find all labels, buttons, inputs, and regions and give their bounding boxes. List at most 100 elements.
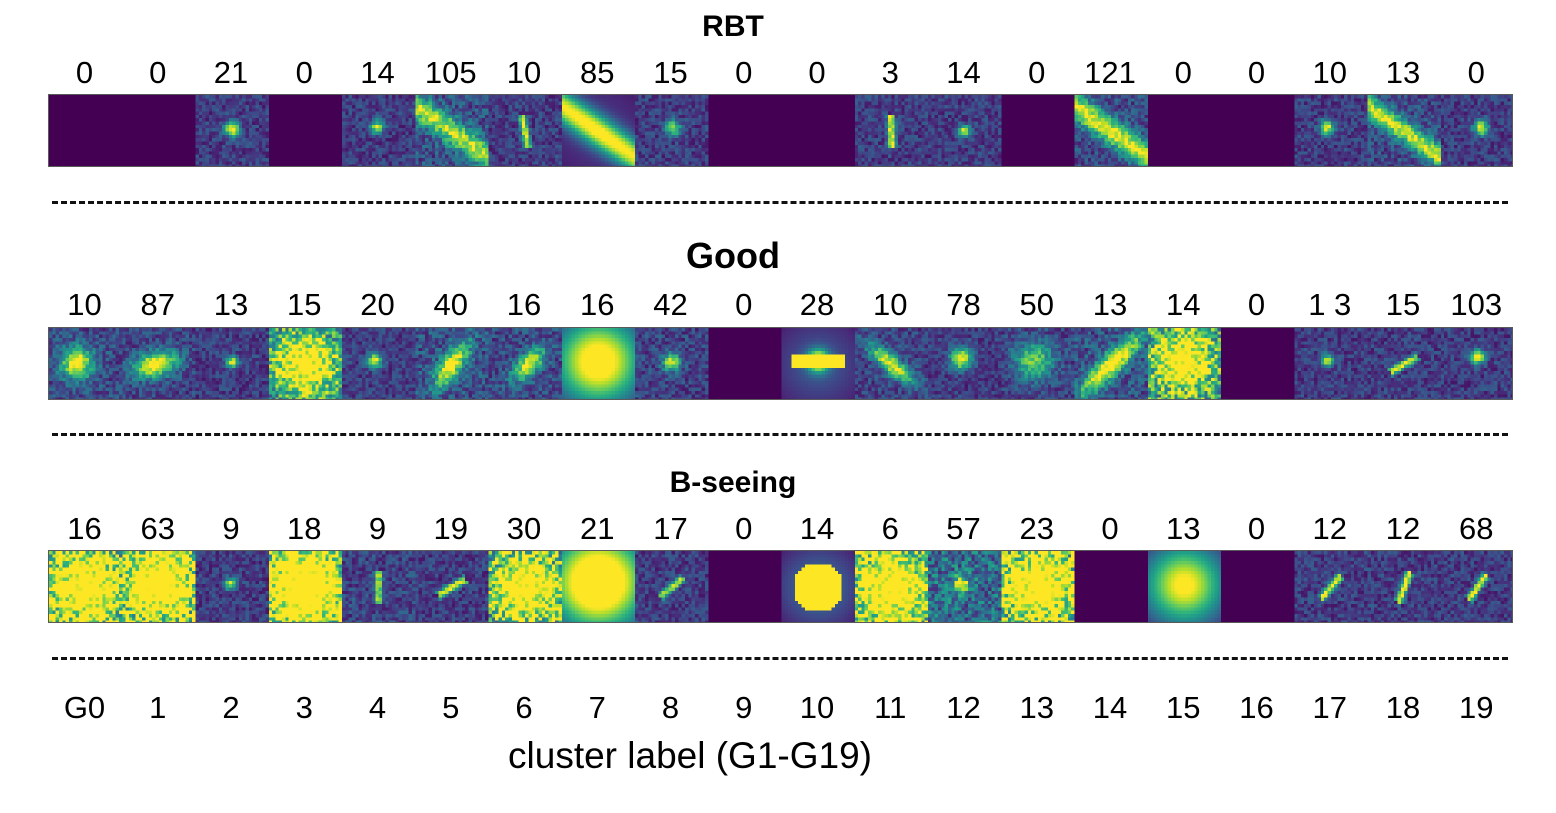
cluster-thumbnail (1001, 551, 1075, 622)
cluster-thumbnail (342, 95, 416, 166)
image-strip (48, 327, 1513, 400)
cluster-thumbnail (854, 551, 929, 622)
cluster-count: 9 (195, 509, 268, 549)
cluster-count: 3 (854, 53, 927, 93)
cluster-count: 15 (1367, 285, 1440, 325)
cluster-thumbnail (415, 551, 489, 622)
cluster-count: 121 (1074, 53, 1147, 93)
cluster-count: 23 (1000, 509, 1073, 549)
cluster-count: 78 (927, 285, 1000, 325)
cluster-label: 13 (1000, 688, 1073, 728)
cluster-thumbnail (1440, 95, 1512, 166)
cluster-count: 0 (1147, 53, 1220, 93)
thumbnail-background (1147, 95, 1222, 166)
cluster-label: 12 (927, 688, 1000, 728)
cluster-thumbnail (415, 95, 489, 166)
cluster-label: 10 (781, 688, 854, 728)
cluster-count: 0 (121, 53, 194, 93)
cluster-count: 19 (414, 509, 487, 549)
cluster-count: 0 (1440, 53, 1513, 93)
cluster-count: 1 3 (1293, 285, 1366, 325)
thumbnail-background (1074, 551, 1149, 622)
thumbnail-background (1001, 95, 1075, 166)
panel-title: B-seeing (0, 466, 1466, 500)
cluster-label: 17 (1293, 688, 1366, 728)
cluster-count: 0 (781, 53, 854, 93)
strip-canvas (49, 328, 1512, 399)
cluster-count: 9 (341, 509, 414, 549)
thumbnail-background (1221, 551, 1295, 622)
cluster-count: 103 (1440, 285, 1513, 325)
panel-title: RBT (0, 10, 1466, 44)
cluster-thumbnail (1294, 551, 1368, 622)
cluster-count: 0 (1220, 285, 1293, 325)
cluster-thumbnail (635, 551, 709, 622)
cluster-thumbnail (1221, 328, 1295, 399)
strip-canvas (49, 95, 1512, 166)
thumbnail-background (49, 95, 123, 166)
dashed-divider (52, 201, 1508, 204)
cluster-thumbnail (1074, 95, 1149, 166)
cluster-thumbnail (195, 551, 270, 622)
cluster-count: 42 (634, 285, 707, 325)
cluster-count: 0 (1220, 509, 1293, 549)
panel-title: Good (0, 236, 1466, 276)
cluster-thumbnail (195, 95, 270, 166)
cluster-thumbnail (561, 95, 636, 166)
cluster-thumbnail (49, 95, 123, 166)
cluster-thumbnail (854, 328, 929, 399)
cluster-thumbnail (781, 95, 856, 166)
cluster-count: 0 (48, 53, 121, 93)
cluster-count: 40 (414, 285, 487, 325)
cluster-count: 13 (1367, 53, 1440, 93)
cluster-thumbnail (708, 95, 782, 166)
cluster-thumbnail (488, 95, 563, 166)
count-row: 16 63 9 18 9 19 30 21 17 0 14 6 57 23 0 13 0 12 12 68 (48, 509, 1513, 549)
cluster-count: 50 (1000, 285, 1073, 325)
cluster-count: 13 (1147, 509, 1220, 549)
thumbnail-background (1221, 95, 1295, 166)
cluster-count: 12 (1367, 509, 1440, 549)
cluster-count: 10 (854, 285, 927, 325)
cluster-count: 15 (634, 53, 707, 93)
thumbnail-background (268, 95, 343, 166)
cluster-count: 105 (414, 53, 487, 93)
cluster-count: 16 (561, 285, 634, 325)
thumbnail-background (708, 95, 782, 166)
cluster-thumbnail (1367, 95, 1442, 166)
cluster-label: 9 (707, 688, 780, 728)
count-row: 0 0 21 0 14 105 10 85 15 0 0 3 14 0 121 0 0 10 13 0 (48, 53, 1513, 93)
thumbnail-background (122, 95, 196, 166)
cluster-label: 5 (414, 688, 487, 728)
cluster-count: 0 (707, 53, 780, 93)
cluster-label: G0 (48, 688, 121, 728)
cluster-count: 15 (268, 285, 341, 325)
cluster-thumbnail (1294, 95, 1368, 166)
dashed-divider (52, 433, 1508, 436)
cluster-label: 8 (634, 688, 707, 728)
cluster-thumbnail (122, 95, 196, 166)
cluster-thumbnail (1001, 95, 1075, 166)
cluster-count: 0 (1220, 53, 1293, 93)
cluster-thumbnail (1147, 95, 1222, 166)
cluster-thumbnail (342, 551, 416, 622)
cluster-thumbnail (268, 551, 343, 622)
cluster-thumbnail (488, 551, 563, 622)
cluster-thumbnail (928, 551, 1002, 622)
cluster-label: 4 (341, 688, 414, 728)
cluster-count: 12 (1293, 509, 1366, 549)
cluster-count: 28 (781, 285, 854, 325)
cluster-thumbnail (1074, 551, 1149, 622)
cluster-label: 11 (854, 688, 927, 728)
cluster-thumbnail (1001, 328, 1075, 399)
dashed-divider (52, 657, 1508, 660)
cluster-thumbnail (854, 95, 929, 166)
cluster-label: 3 (268, 688, 341, 728)
cluster-thumbnail (1147, 328, 1222, 399)
thumbnail-background (1221, 328, 1295, 399)
image-strip (48, 94, 1513, 167)
cluster-label: 2 (195, 688, 268, 728)
cluster-thumbnail (635, 95, 709, 166)
cluster-count: 0 (1074, 509, 1147, 549)
cluster-thumbnail (561, 328, 636, 399)
